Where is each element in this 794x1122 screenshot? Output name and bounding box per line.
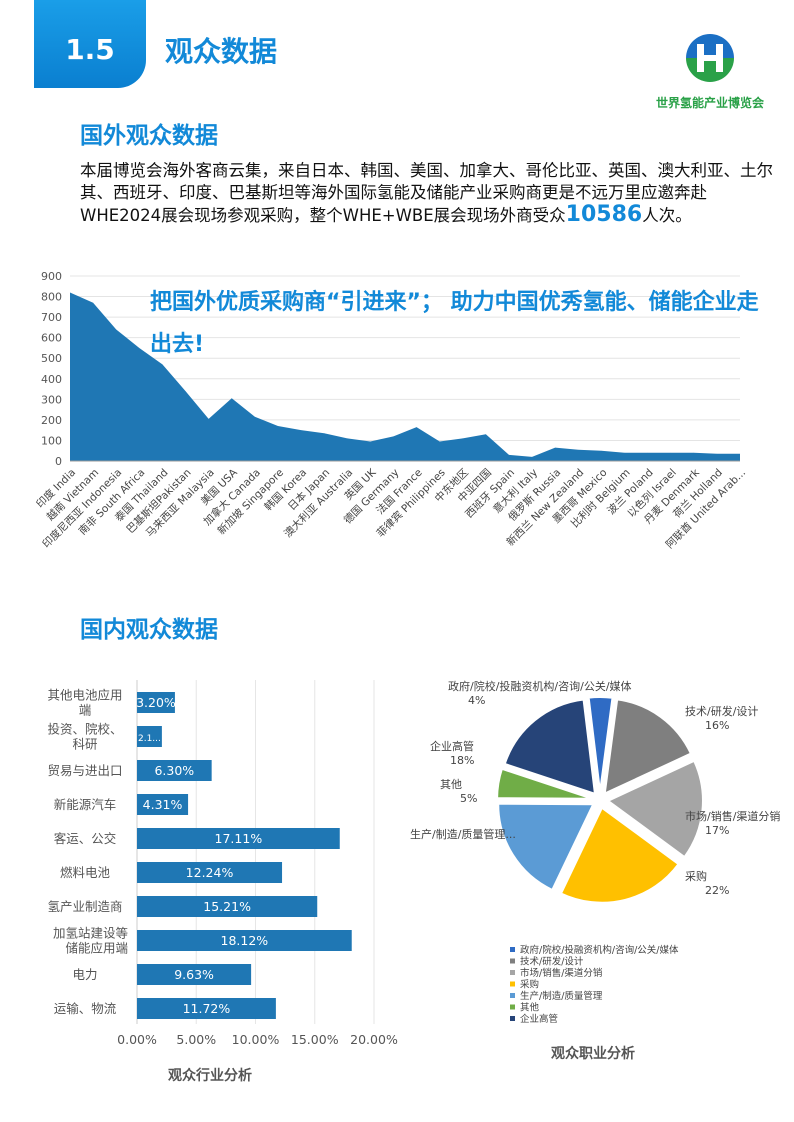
slice-percent: 4%	[468, 694, 485, 707]
legend-marker	[510, 947, 515, 952]
logo-text: 世界氢能产业博览会	[655, 96, 764, 110]
bar-value-label: 9.63%	[174, 967, 214, 982]
overseas-heading: 国外观众数据	[80, 123, 218, 149]
slice-label: 采购	[685, 869, 707, 883]
bar	[137, 998, 276, 1019]
bar	[137, 726, 162, 747]
y-category-label: 新能源汽车	[54, 797, 117, 812]
slice-percent: 22%	[705, 884, 729, 897]
y-tick-label: 0	[55, 455, 62, 468]
legend-marker	[510, 981, 515, 987]
visitor-count: 10586	[565, 202, 643, 227]
y-tick-label: 300	[41, 393, 62, 406]
slice-percent: 17%	[705, 824, 729, 837]
y-category-label: 贸易与进出口	[47, 763, 122, 778]
bar	[137, 964, 252, 985]
slogan: 把国外优质采购商“引进来”； 助力中国优秀氢能、储能企业走出去!	[150, 290, 759, 357]
pie-slice	[606, 759, 704, 859]
pie-slice	[559, 806, 680, 904]
y-category-label: 电力	[72, 967, 97, 982]
chart-title: 观众行业分析	[168, 1067, 252, 1084]
x-tick-label: 20.00%	[350, 1032, 398, 1047]
section-number-badge: 1.5	[34, 0, 146, 88]
y-tick-label: 700	[41, 311, 62, 324]
y-category-label: 加氢站建设等储能应用端	[53, 926, 128, 956]
pie-slice	[587, 696, 614, 793]
slice-label: 其他	[440, 778, 462, 791]
y-tick-label: 800	[41, 291, 62, 304]
slice-percent: 16%	[705, 719, 729, 732]
y-category-label: 其他电池应用端	[47, 688, 122, 718]
bar-value-label: 6.30%	[154, 763, 194, 778]
legend-label: 生产/制造/质量管理	[520, 990, 603, 1002]
legend-label: 采购	[520, 979, 539, 991]
x-tick-label: 15.00%	[291, 1032, 339, 1047]
bar	[137, 794, 189, 815]
bar-value-label: 4.31%	[143, 797, 183, 812]
y-category-label: 运输、物流	[54, 1001, 117, 1016]
bar	[137, 828, 340, 849]
legend-marker	[510, 1016, 515, 1021]
bar-value-label: 3.20%	[136, 695, 176, 710]
x-tick-label: 5.00%	[176, 1032, 216, 1047]
domestic-heading: 国内观众数据	[80, 617, 218, 643]
y-category-label: 燃料电池	[60, 865, 111, 880]
logo-h-icon	[686, 34, 734, 82]
bar-value-label: 12.24%	[186, 865, 234, 880]
paragraph-suffix: 人次。	[642, 206, 692, 225]
legend-marker	[510, 970, 515, 975]
y-tick-label: 600	[41, 332, 62, 345]
bar	[137, 930, 352, 951]
legend-label: 技术/研发/设计	[520, 956, 584, 968]
legend-marker	[510, 958, 515, 964]
legend-label: 政府/院校/投融资机构/咨询/公关/媒体	[520, 944, 679, 956]
y-tick-label: 500	[41, 352, 62, 365]
occupation-pie-chart: 政府/院校/投融资机构/咨询/公关/媒体4%技术/研发/设计16%市场/销售/渠…	[410, 679, 780, 1062]
bar-value-label: 15.21%	[203, 899, 251, 914]
y-category-label: 投资、院校、科研	[47, 722, 122, 752]
x-tick-label: 0.00%	[117, 1032, 157, 1047]
pie-slice	[497, 802, 595, 892]
paragraph-text: 本届博览会海外客商云集，来自日本、韩国、美国、加拿大、哥伦比亚、英国、澳大利亚、…	[80, 161, 773, 225]
y-tick-label: 400	[41, 373, 62, 386]
legend-label: 其他	[520, 1002, 540, 1014]
slice-label: 生产/制造/质量管理...	[410, 827, 516, 841]
legend-marker	[510, 1004, 515, 1010]
y-tick-label: 900	[41, 270, 62, 283]
bar	[137, 692, 175, 713]
y-category-label: 客运、公交	[54, 831, 117, 846]
slice-label: 市场/销售/渠道分销	[685, 809, 780, 823]
industry-bar-chart: 其他电池应用端 3.20% 投资、院校、科研 2.1... 贸易与进出口 6.30% 新能源…	[47, 680, 398, 1084]
bar	[137, 862, 283, 883]
y-tick-label: 100	[41, 434, 62, 447]
pie-slice	[503, 698, 597, 796]
bar	[137, 896, 318, 917]
overseas-paragraph: 本届博览会海外客商云集，来自日本、韩国、美国、加拿大、哥伦比亚、英国、澳大利亚、…	[80, 160, 774, 227]
bar-value-label: 2.1...	[138, 734, 161, 744]
area-series	[70, 292, 740, 461]
bar-value-label: 18.12%	[221, 933, 269, 948]
chart-title: 观众职业分析	[551, 1045, 635, 1062]
pie-slice	[496, 767, 593, 800]
bar-value-label: 17.11%	[215, 831, 263, 846]
pie-slice	[603, 698, 693, 796]
legend-label: 企业高管	[520, 1013, 558, 1025]
x-tick-label: 10.00%	[232, 1032, 280, 1047]
y-tick-label: 200	[41, 414, 62, 427]
slice-percent: 18%	[450, 754, 474, 767]
y-category-label: 氢产业制造商	[47, 899, 122, 914]
slice-label: 政府/院校/投融资机构/咨询/公关/媒体	[448, 679, 632, 693]
legend-marker	[510, 993, 515, 998]
expo-logo: 世界氢能产业博览会	[640, 30, 780, 110]
bar-value-label: 11.72%	[183, 1001, 231, 1016]
bar	[137, 760, 212, 781]
slice-label: 企业高管	[430, 739, 474, 753]
section-title: 观众数据	[165, 35, 278, 68]
legend-label: 市场/销售/渠道分销	[520, 967, 603, 979]
slice-percent: 5%	[460, 792, 477, 805]
slice-label: 技术/研发/设计	[685, 704, 758, 718]
